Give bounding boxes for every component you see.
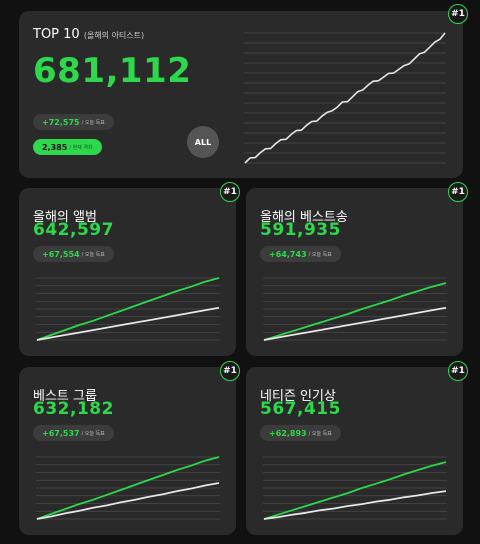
- best-song-card[interactable]: 올해의 베스트송 591,935 +64,743 / 오늘 득표: [246, 188, 463, 356]
- series-line-green: [36, 277, 220, 341]
- series-line-green: [263, 282, 447, 341]
- netizen-popularity-card[interactable]: 네티즌 인기상 567,415 +62,893 / 오늘 득표: [246, 367, 463, 535]
- card-today-increase-pill: +67,554 / 오늘 득표: [33, 246, 114, 262]
- rank-badge-group: #1: [220, 361, 240, 381]
- card-title: 올해의 앨범: [33, 210, 97, 225]
- top10-gap-pill: 2,385 / 현재 격차: [33, 139, 102, 155]
- series-line-white: [36, 306, 220, 341]
- card-total-votes: 642,597: [33, 220, 114, 240]
- card-title: 올해의 베스트송: [260, 210, 348, 225]
- rank-badge-netizen: #1: [448, 361, 468, 381]
- card-today-increase-pill: +62,893 / 오늘 득표: [260, 425, 341, 441]
- best-group-card[interactable]: 베스트 그룹 632,182 +67,537 / 오늘 득표: [19, 367, 236, 535]
- top10-title: TOP 10 (올해의 아티스트): [33, 27, 145, 42]
- series-line-green: [263, 461, 447, 520]
- card-today-increase-pill: +64,743 / 오늘 득표: [260, 246, 341, 262]
- top10-total-votes: 681,112: [33, 51, 192, 91]
- rank-badge-album: #1: [220, 182, 240, 202]
- card-total-votes: 591,935: [260, 220, 341, 240]
- card-line-chart: [36, 277, 220, 341]
- series-line-white: [244, 32, 446, 164]
- series-line-green: [36, 456, 220, 520]
- top10-today-increase-pill: +72,575 / 오늘 득표: [33, 114, 114, 130]
- series-line-white: [36, 482, 220, 520]
- card-total-votes: 632,182: [33, 399, 114, 419]
- rank-badge-top: #1: [448, 4, 468, 24]
- card-line-chart: [36, 456, 220, 520]
- top10-artist-card[interactable]: TOP 10 (올해의 아티스트) 681,112 +72,575 / 오늘 득…: [19, 11, 463, 178]
- card-line-chart: [263, 456, 447, 520]
- rank-badge-song: #1: [448, 182, 468, 202]
- card-today-increase-pill: +67,537 / 오늘 득표: [33, 425, 114, 441]
- card-line-chart: [263, 277, 447, 341]
- top10-line-chart: [244, 32, 446, 164]
- album-of-year-card[interactable]: 올해의 앨범 642,597 +67,554 / 오늘 득표: [19, 188, 236, 356]
- all-button[interactable]: ALL: [187, 126, 219, 158]
- top10-subtitle: (올해의 아티스트): [83, 31, 145, 40]
- card-title: 베스트 그룹: [33, 389, 97, 404]
- series-line-white: [263, 306, 447, 341]
- series-line-white: [263, 490, 447, 520]
- card-total-votes: 567,415: [260, 399, 341, 419]
- card-title: 네티즌 인기상: [260, 389, 336, 404]
